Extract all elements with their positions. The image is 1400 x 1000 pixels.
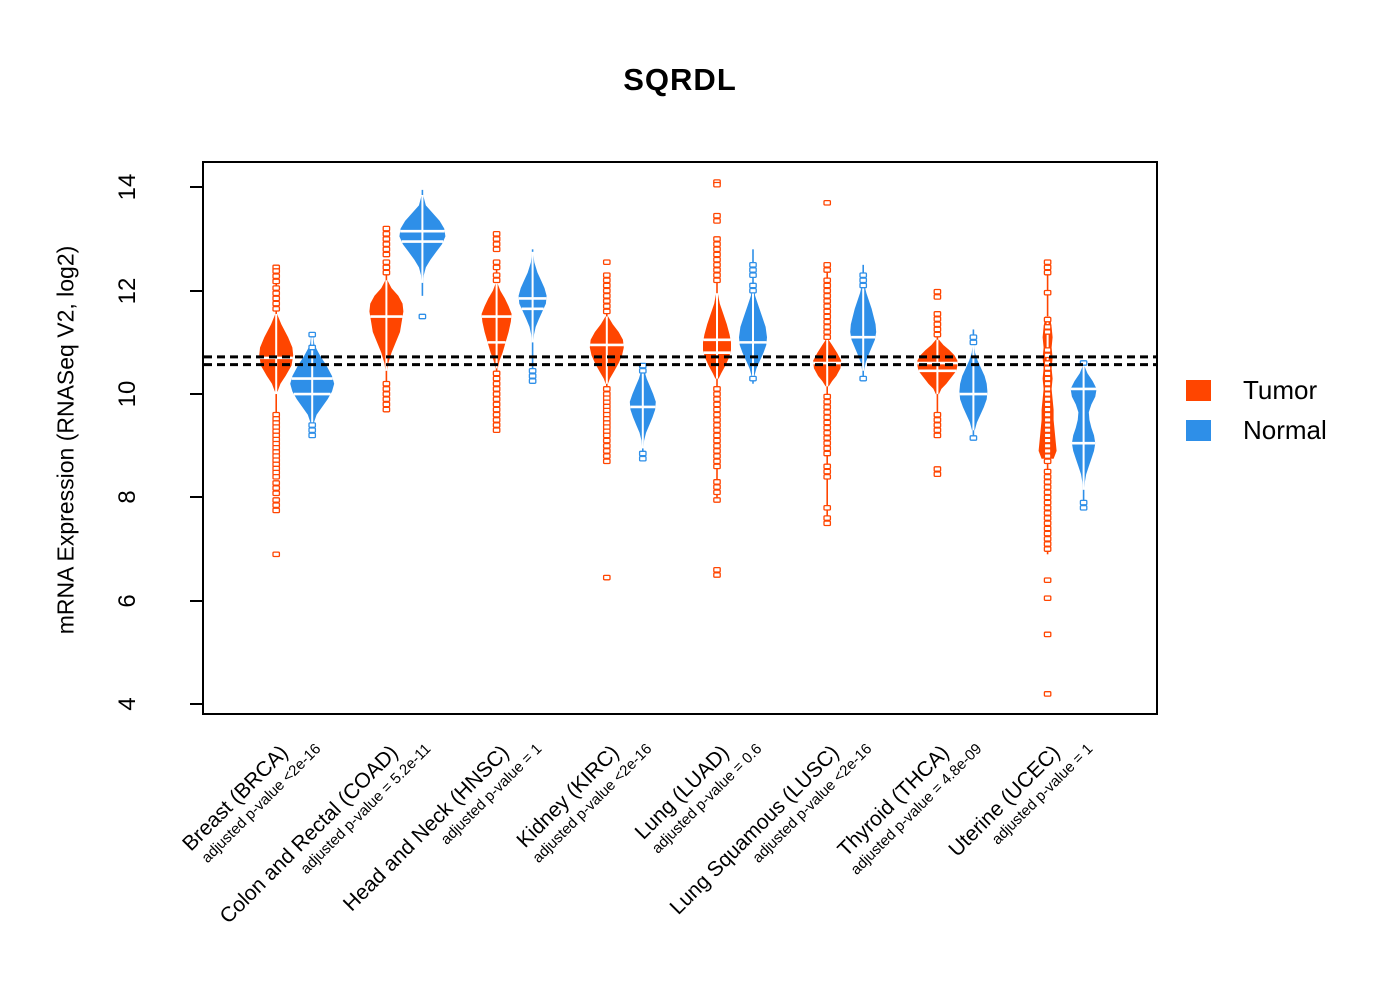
y-tick-label: 6 — [114, 594, 141, 608]
tumor-swatch-icon — [1186, 379, 1211, 401]
violin-tumor-Lung Squamous (LUSC) — [813, 199, 842, 527]
legend-row-tumor: Tumor — [1186, 370, 1327, 410]
violin-normal-Lung Squamous (LUSC) — [850, 264, 877, 382]
violin-tumor-Uterine (UCEC) — [1038, 259, 1057, 697]
legend: Tumor Normal — [1186, 370, 1327, 450]
y-tick-mark — [190, 393, 202, 396]
violin-normal-Breast (BRCA) — [290, 331, 335, 439]
y-tick-mark — [190, 186, 202, 189]
violin-tumor-Colon and Rectal (COAD) — [369, 225, 404, 413]
legend-label-tumor: Tumor — [1243, 374, 1318, 405]
violin-normal-Head and Neck (HNSC) — [518, 249, 547, 384]
y-tick-mark — [190, 496, 202, 499]
violin-tumor-Head and Neck (HNSC) — [481, 230, 512, 434]
y-tick-label: 4 — [114, 697, 141, 711]
violin-tumor-Thyroid (THCA) — [917, 288, 958, 478]
y-tick-label: 8 — [114, 490, 141, 505]
y-axis-label: mRNA Expression (RNASeq V2, log2) — [52, 245, 79, 635]
violin-beeswarm-plot — [204, 179, 1156, 697]
y-tick-label: 14 — [114, 173, 141, 201]
y-tick-label: 12 — [114, 277, 141, 305]
violin-tumor-Kidney (KIRC) — [589, 259, 624, 581]
violin-normal-Colon and Rectal (COAD) — [399, 189, 446, 320]
legend-label-normal: Normal — [1243, 414, 1327, 445]
violin-tumor-Breast (BRCA) — [259, 264, 294, 558]
y-tick-mark — [190, 703, 202, 706]
y-tick-label: 10 — [114, 380, 141, 408]
violin-normal-Uterine (UCEC) — [1070, 360, 1097, 511]
plot-area — [202, 161, 1158, 715]
violin-normal-Thyroid (THCA) — [959, 329, 988, 441]
y-tick-mark — [190, 599, 202, 602]
normal-swatch-icon — [1186, 419, 1211, 441]
page-title: SQRDL — [623, 62, 737, 97]
violin-tumor-Lung (LUAD) — [703, 179, 731, 578]
violin-normal-Kidney (KIRC) — [629, 362, 656, 462]
legend-row-normal: Normal — [1186, 410, 1327, 450]
y-tick-mark — [190, 289, 202, 292]
